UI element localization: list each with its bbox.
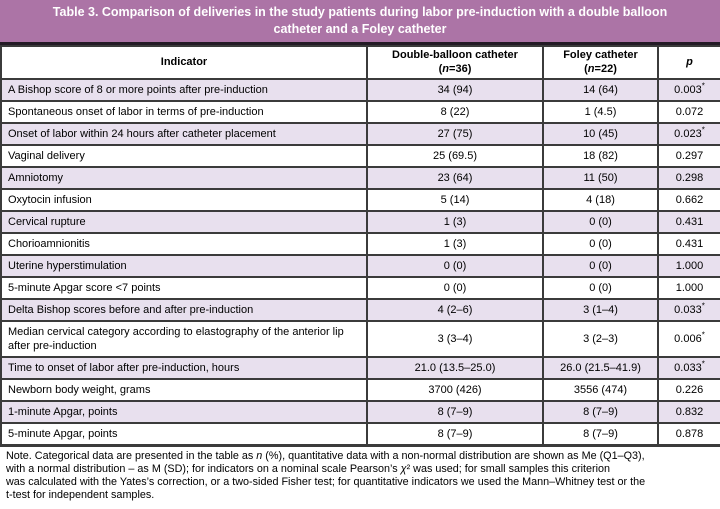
double-balloon-value-cell: 8 (7–9): [366, 400, 544, 424]
p-value-cell: 0.072: [657, 100, 720, 124]
p-value-cell: 0.226: [657, 378, 720, 402]
foley-value-cell: 0 (0): [542, 210, 659, 234]
indicator-cell: Median cervical category according to el…: [0, 320, 368, 358]
table-row: Chorioamnionitis 1 (3) 0 (0) 0.431: [0, 232, 720, 256]
foley-value-cell: 0 (0): [542, 232, 659, 256]
footnote-line: was calculated with the Yates’s correcti…: [6, 476, 646, 488]
table-row: Median cervical category according to el…: [0, 320, 720, 358]
p-value-cell: 0.832: [657, 400, 720, 424]
table-row: 5-minute Apgar, points 8 (7–9) 8 (7–9) 0…: [0, 422, 720, 447]
table-title: Table 3. Comparison of deliveries in the…: [52, 5, 668, 36]
double-balloon-value-cell: 0 (0): [366, 276, 544, 300]
column-header-p: p: [657, 45, 720, 80]
indicator-cell: 5-minute Apgar, points: [0, 422, 368, 447]
p-value-cell: 0.297: [657, 144, 720, 168]
foley-value-cell: 3 (2–3): [542, 320, 659, 358]
double-balloon-value-cell: 21.0 (13.5–25.0): [366, 356, 544, 380]
double-balloon-value-cell: 27 (75): [366, 122, 544, 146]
foley-value-cell: 0 (0): [542, 254, 659, 278]
table-row: Newborn body weight, grams 3700 (426) 35…: [0, 378, 720, 402]
foley-value-cell: 10 (45): [542, 122, 659, 146]
foley-value-cell: 3 (1–4): [542, 298, 659, 322]
table-footnote: Note. Categorical data are presented in …: [0, 447, 720, 502]
indicator-cell: Chorioamnionitis: [0, 232, 368, 256]
indicator-cell: Vaginal delivery: [0, 144, 368, 168]
indicator-cell: Time to onset of labor after pre-inducti…: [0, 356, 368, 380]
p-value-cell: 0.431: [657, 232, 720, 256]
indicator-cell: Uterine hyperstimulation: [0, 254, 368, 278]
p-value-cell: 0.298: [657, 166, 720, 190]
table-row: 1-minute Apgar, points 8 (7–9) 8 (7–9) 0…: [0, 400, 720, 424]
p-value-cell: 0.431: [657, 210, 720, 234]
column-header-double-balloon-n: (n=36): [438, 62, 472, 75]
indicator-cell: 1-minute Apgar, points: [0, 400, 368, 424]
foley-value-cell: 11 (50): [542, 166, 659, 190]
p-value-cell: 1.000: [657, 276, 720, 300]
table-row: Onset of labor within 24 hours after cat…: [0, 122, 720, 146]
indicator-cell: Spontaneous onset of labor in terms of p…: [0, 100, 368, 124]
indicator-cell: Oxytocin infusion: [0, 188, 368, 212]
column-header-foley: Foley catheter (n=22): [542, 45, 659, 80]
double-balloon-value-cell: 8 (7–9): [366, 422, 544, 447]
double-balloon-value-cell: 34 (94): [366, 78, 544, 102]
indicator-cell: Amniotomy: [0, 166, 368, 190]
double-balloon-value-cell: 0 (0): [366, 254, 544, 278]
foley-value-cell: 0 (0): [542, 276, 659, 300]
p-value-cell: 1.000: [657, 254, 720, 278]
double-balloon-value-cell: 4 (2–6): [366, 298, 544, 322]
p-value-cell: 0.662: [657, 188, 720, 212]
double-balloon-value-cell: 25 (69.5): [366, 144, 544, 168]
p-value-cell: 0.878: [657, 422, 720, 447]
foley-value-cell: 26.0 (21.5–41.9): [542, 356, 659, 380]
double-balloon-value-cell: 3 (3–4): [366, 320, 544, 358]
double-balloon-value-cell: 23 (64): [366, 166, 544, 190]
indicator-cell: Newborn body weight, grams: [0, 378, 368, 402]
column-header-indicator: Indicator: [0, 45, 368, 80]
table-row: Amniotomy 23 (64) 11 (50) 0.298: [0, 166, 720, 190]
table-row: 5-minute Apgar score <7 points 0 (0) 0 (…: [0, 276, 720, 300]
double-balloon-value-cell: 1 (3): [366, 210, 544, 234]
column-header-double-balloon: Double-balloon catheter (n=36): [366, 45, 544, 80]
foley-value-cell: 4 (18): [542, 188, 659, 212]
indicator-cell: Delta Bishop scores before and after pre…: [0, 298, 368, 322]
double-balloon-value-cell: 1 (3): [366, 232, 544, 256]
table-row: Cervical rupture 1 (3) 0 (0) 0.431: [0, 210, 720, 234]
p-value-cell: 0.033*: [657, 298, 720, 322]
indicator-cell: 5-minute Apgar score <7 points: [0, 276, 368, 300]
p-value-cell: 0.023*: [657, 122, 720, 146]
foley-value-cell: 1 (4.5): [542, 100, 659, 124]
table-body: A Bishop score of 8 or more points after…: [0, 78, 720, 447]
footnote-line: t-test for independent samples.: [6, 489, 155, 501]
table-header: Indicator Double-balloon catheter (n=36)…: [0, 45, 720, 80]
double-balloon-value-cell: 8 (22): [366, 100, 544, 124]
header-row: Indicator Double-balloon catheter (n=36)…: [0, 45, 720, 80]
table-row: Spontaneous onset of labor in terms of p…: [0, 100, 720, 124]
column-header-double-balloon-label: Double-balloon catheter: [392, 49, 518, 61]
table-row: Time to onset of labor after pre-inducti…: [0, 356, 720, 380]
foley-value-cell: 3556 (474): [542, 378, 659, 402]
double-balloon-value-cell: 3700 (426): [366, 378, 544, 402]
indicator-cell: Onset of labor within 24 hours after cat…: [0, 122, 368, 146]
indicator-cell: A Bishop score of 8 or more points after…: [0, 78, 368, 102]
table-row: Uterine hyperstimulation 0 (0) 0 (0) 1.0…: [0, 254, 720, 278]
foley-value-cell: 8 (7–9): [542, 422, 659, 447]
column-header-foley-n: (n=22): [584, 62, 617, 75]
comparison-table: Indicator Double-balloon catheter (n=36)…: [0, 45, 720, 447]
table-row: A Bishop score of 8 or more points after…: [0, 78, 720, 102]
column-header-foley-label: Foley catheter: [563, 49, 638, 61]
footnote-line: Note. Categorical data are presented in …: [6, 450, 645, 462]
table-title-banner: Table 3. Comparison of deliveries in the…: [0, 0, 720, 45]
p-value-cell: 0.033*: [657, 356, 720, 380]
foley-value-cell: 14 (64): [542, 78, 659, 102]
footnote-line: with a normal distribution – as M (SD); …: [6, 463, 610, 475]
table-row: Oxytocin infusion 5 (14) 4 (18) 0.662: [0, 188, 720, 212]
double-balloon-value-cell: 5 (14): [366, 188, 544, 212]
foley-value-cell: 8 (7–9): [542, 400, 659, 424]
foley-value-cell: 18 (82): [542, 144, 659, 168]
p-value-cell: 0.003*: [657, 78, 720, 102]
indicator-cell: Cervical rupture: [0, 210, 368, 234]
table-row: Vaginal delivery 25 (69.5) 18 (82) 0.297: [0, 144, 720, 168]
table-row: Delta Bishop scores before and after pre…: [0, 298, 720, 322]
p-value-cell: 0.006*: [657, 320, 720, 358]
